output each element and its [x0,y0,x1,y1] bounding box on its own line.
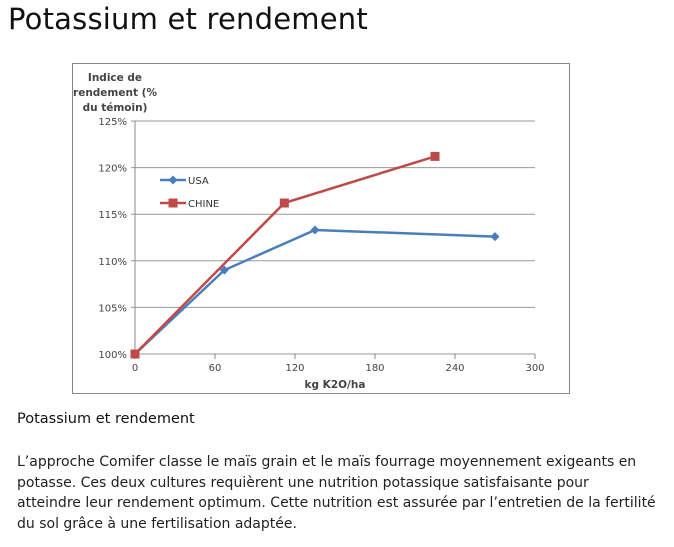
data-point-diamond [168,175,178,185]
page-title: Potassium et rendement [8,2,368,36]
x-tick-label: 300 [525,363,544,374]
y-tick-label: 125% [98,117,127,128]
yield-chart: Indice de rendement (% du témoin) 100% 10… [72,63,570,394]
data-point-square [279,198,289,208]
x-axis-label: kg K2O/ha [305,379,366,391]
legend-label: CHINE [188,199,219,210]
x-tick-label: 180 [365,363,384,374]
description-paragraph: L’approche Comifer classe le maïs grain … [17,454,656,532]
data-point-square [130,349,140,359]
data-point-diamond [310,225,320,235]
x-tick-label: 240 [445,363,464,374]
legend-label: USA [188,176,209,187]
y-tick-label: 105% [98,303,127,314]
x-tick-label: 60 [209,363,222,374]
x-tick-label: 120 [285,363,304,374]
y-axis-label: Indice de rendement (% du témoin) [73,72,157,114]
data-point-square [430,151,440,161]
y-tick-label: 100% [98,350,127,361]
series-line-usa [134,228,496,355]
section-title: Potassium et rendement [17,411,195,427]
data-point-diamond [219,265,229,275]
chart-border [72,63,570,394]
y-axis-label-line: Indice de [88,72,142,84]
data-point-diamond [490,232,500,242]
x-tick-label: 0 [132,363,138,374]
data-point-square [168,198,178,208]
y-tick-label: 120% [98,164,127,175]
y-axis-label-line: rendement (% [73,87,157,99]
y-axis-label-line: du témoin) [83,102,148,114]
y-tick-label: 110% [98,257,127,268]
y-tick-label: 115% [98,210,127,221]
